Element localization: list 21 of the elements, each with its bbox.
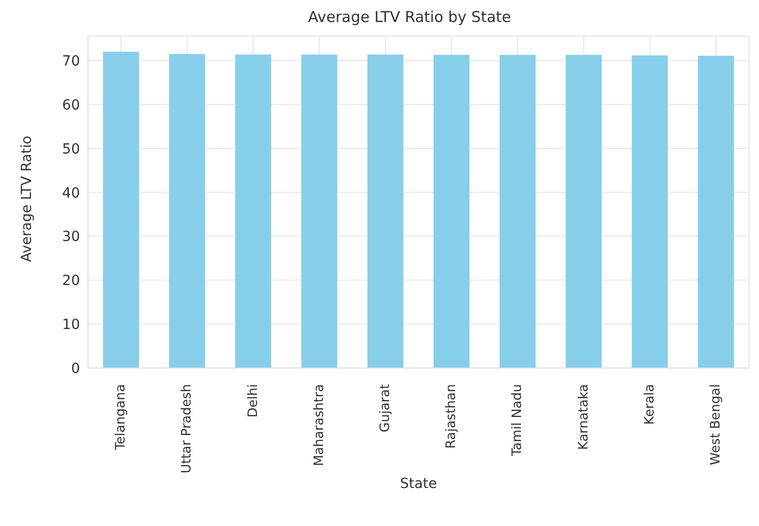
chart-title: Average LTV Ratio by State <box>307 8 512 26</box>
x-tick-label: Kerala <box>642 384 658 425</box>
x-tick-label: Karnataka <box>576 384 592 450</box>
x-tick-label: Tamil Nadu <box>510 384 526 457</box>
y-tick-label: 60 <box>62 97 80 114</box>
y-axis-title: Average LTV Ratio <box>18 136 35 262</box>
y-tick-label: 70 <box>62 54 80 70</box>
x-tick-label: Telangana <box>114 384 129 451</box>
x-tick-label: Delhi <box>246 384 261 418</box>
x-axis-title: State <box>400 476 438 492</box>
x-tick-label: Uttar Pradesh <box>180 384 195 474</box>
y-tick-label: 30 <box>62 229 80 246</box>
y-tick-label: 20 <box>62 273 80 290</box>
y-tick-label: 40 <box>62 185 80 202</box>
x-tick-label: Gujarat <box>378 384 393 432</box>
y-tick-label: 10 <box>62 317 80 334</box>
y-tick-label: 0 <box>71 360 80 377</box>
x-tick-label: Maharashtra <box>312 384 327 466</box>
x-tick-label: West Bengal <box>708 384 724 466</box>
x-tick-label: Rajasthan <box>444 384 460 449</box>
y-tick-label: 50 <box>62 141 80 158</box>
